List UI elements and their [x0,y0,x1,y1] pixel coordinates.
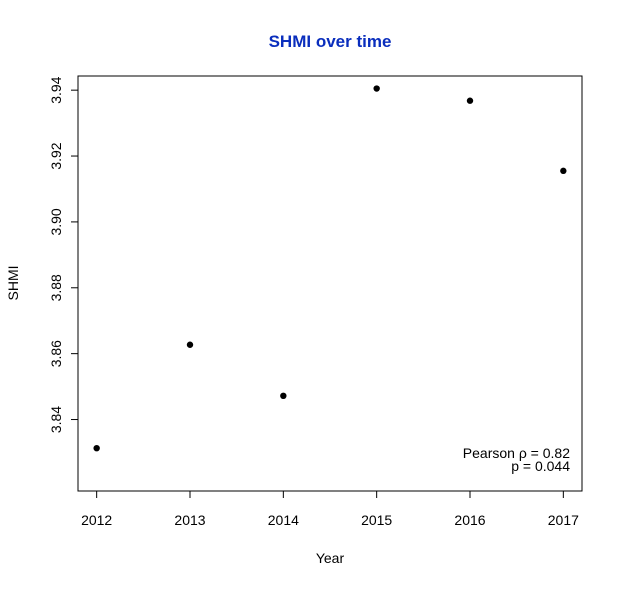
x-tick-label: 2013 [174,512,205,528]
x-tick-label: 2017 [548,512,579,528]
data-point [186,341,194,348]
plot-frame [77,75,583,492]
y-tick-label: 3.94 [48,76,64,103]
x-tick-label: 2016 [454,512,485,528]
y-axis: 3.84 3.86 3.88 3.90 3.92 3.94 [48,76,78,433]
y-tick-label: 3.92 [48,142,64,169]
data-point [373,85,380,92]
p-value-annotation: p = 0.044 [511,458,570,474]
y-tick-label: 3.86 [48,340,64,367]
y-axis-label: SHMI [5,266,21,301]
y-tick-label: 3.90 [48,208,64,235]
y-tick-label: 3.88 [48,274,64,301]
pearson-annotation: Pearson ρ = 0.82 [463,445,570,461]
data-point [280,392,287,400]
data-point [93,444,100,452]
x-tick-label: 2015 [361,512,392,528]
y-tick-label: 3.84 [48,406,64,433]
data-point [466,97,474,104]
chart-title: SHMI over time [269,32,392,51]
data-points [93,85,567,452]
x-axis-label: Year [316,550,345,566]
data-point [560,167,567,175]
x-tick-label: 2014 [268,512,299,528]
x-tick-label: 2012 [81,512,112,528]
x-axis: 2012 2013 2014 2015 2016 2017 [81,491,579,528]
